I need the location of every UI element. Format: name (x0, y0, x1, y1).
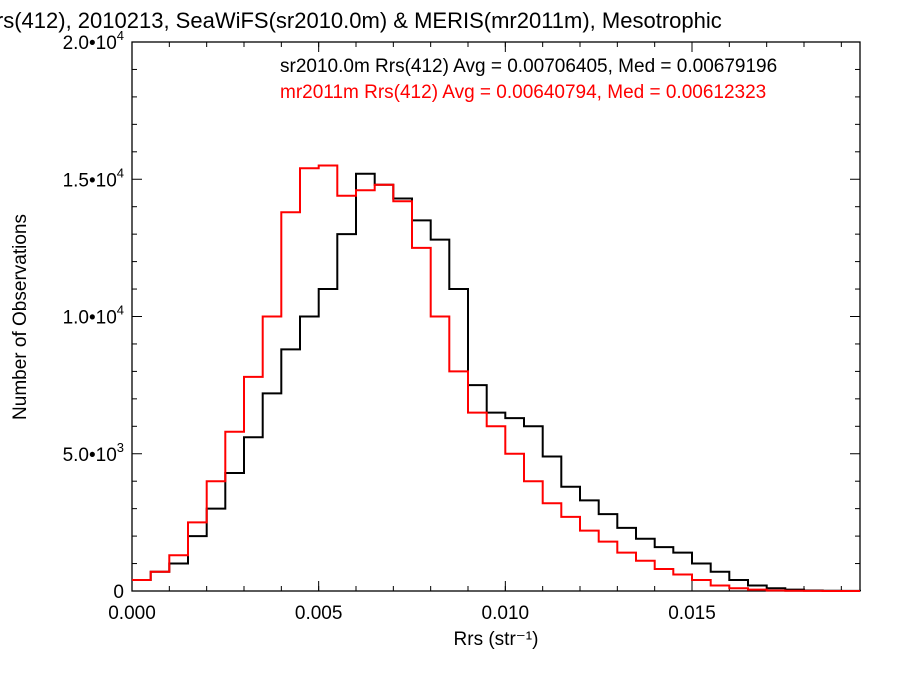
x-axis-label: Rrs (str⁻¹) (454, 629, 539, 650)
plot-frame (131, 41, 861, 592)
legend-entry-sr2010: sr2010.0m Rrs(412) Avg = 0.00706405, Med… (280, 56, 777, 77)
y-tick-label: 2.0•104 (63, 28, 124, 54)
y-tick-label: 1.5•104 (63, 165, 124, 191)
y-tick-label: 5.0•103 (63, 440, 124, 466)
y-tick-label: 1.0•104 (63, 303, 124, 329)
y-axis-label: Number of Observations (10, 214, 31, 420)
y-tick-label: 0 (113, 582, 124, 603)
x-tick-label: 0.005 (295, 603, 343, 624)
x-tick-label: 0.015 (668, 603, 716, 624)
chart-title: Rrs(412), 2010213, SeaWiFS(sr2010.0m) & … (0, 8, 722, 33)
plot-border (131, 41, 861, 592)
series-line-sr2010.0m (132, 172, 861, 592)
y-axis: 0 5.0•103 1.0•104 1.5•104 2.0•104 (63, 28, 860, 603)
x-tick-label: 0.010 (482, 603, 530, 624)
x-axis: 0.000 0.005 0.010 0.015 (108, 42, 842, 624)
x-tick-label: 0.000 (108, 603, 156, 624)
series-lines (132, 164, 861, 592)
legend-entry-mr2011m: mr2011m Rrs(412) Avg = 0.00640794, Med =… (280, 82, 766, 103)
series-line-mr2011m (132, 164, 860, 592)
